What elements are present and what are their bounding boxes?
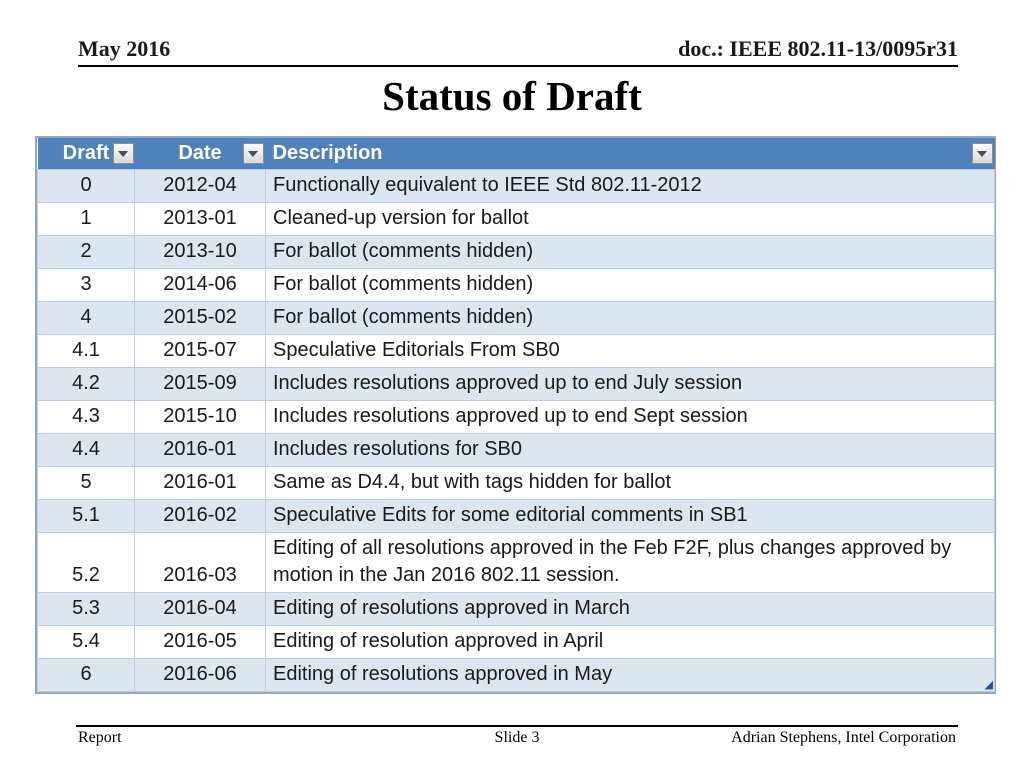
table-row: 4.2 2015-09 Includes resolutions approve… bbox=[37, 367, 995, 401]
cell-description: Same as D4.4, but with tags hidden for b… bbox=[265, 466, 995, 500]
cell-draft: 4.2 bbox=[37, 367, 135, 401]
cell-description: Includes resolutions for SB0 bbox=[265, 433, 995, 467]
cell-date: 2016-01 bbox=[134, 433, 266, 467]
cell-date: 2015-02 bbox=[134, 301, 266, 335]
cell-description: For ballot (comments hidden) bbox=[265, 301, 995, 335]
table-row: 6 2016-06 Editing of resolutions approve… bbox=[37, 658, 995, 692]
cell-description: Editing of resolution approved in April bbox=[265, 625, 995, 659]
filter-dropdown-icon bbox=[248, 150, 258, 157]
cell-draft: 5.3 bbox=[37, 592, 135, 626]
cell-description: Functionally equivalent to IEEE Std 802.… bbox=[265, 169, 995, 203]
cell-description: Includes resolutions approved up to end … bbox=[265, 400, 995, 434]
cell-draft: 2 bbox=[37, 235, 135, 269]
filter-dropdown-button-date[interactable] bbox=[242, 143, 264, 164]
column-header-draft: Draft bbox=[37, 138, 135, 170]
cell-draft: 3 bbox=[37, 268, 135, 302]
cell-date: 2016-05 bbox=[134, 625, 266, 659]
cell-draft: 5.1 bbox=[37, 499, 135, 533]
table-row: 4.1 2015-07 Speculative Editorials From … bbox=[37, 334, 995, 368]
cell-date: 2013-10 bbox=[134, 235, 266, 269]
cell-date: 2014-06 bbox=[134, 268, 266, 302]
cell-date: 2015-10 bbox=[134, 400, 266, 434]
table: Draft Date Description bbox=[37, 138, 995, 692]
draft-status-table: Draft Date Description bbox=[35, 136, 996, 694]
footer-slide-number: Slide 3 bbox=[494, 729, 540, 746]
table-row: 1 2013-01 Cleaned-up version for ballot bbox=[37, 202, 995, 236]
page-title: Status of Draft bbox=[382, 73, 642, 119]
cell-date: 2016-03 bbox=[134, 532, 266, 593]
filter-dropdown-button-draft[interactable] bbox=[112, 143, 134, 164]
column-header-date-label: Date bbox=[178, 142, 222, 164]
page-footer: Report Slide 3 Adrian Stephens, Intel Co… bbox=[78, 729, 956, 747]
cell-date: 2015-09 bbox=[134, 367, 266, 401]
table-row: 0 2012-04 Functionally equivalent to IEE… bbox=[37, 169, 995, 203]
cell-date: 2016-02 bbox=[134, 499, 266, 533]
cell-description: Speculative Edits for some editorial com… bbox=[265, 499, 995, 533]
table-row: 5.4 2016-05 Editing of resolution approv… bbox=[37, 625, 995, 659]
filter-dropdown-button-description[interactable] bbox=[971, 143, 993, 164]
cell-date: 2016-04 bbox=[134, 592, 266, 626]
cell-description: For ballot (comments hidden) bbox=[265, 235, 995, 269]
cell-description: Cleaned-up version for ballot bbox=[265, 202, 995, 236]
header-doc-number: doc.: IEEE 802.11-13/0095r31 bbox=[678, 36, 958, 61]
column-header-draft-label: Draft bbox=[62, 142, 110, 164]
filter-dropdown-icon bbox=[118, 150, 128, 157]
cell-draft: 4 bbox=[37, 301, 135, 335]
page-header: May 2016 doc.: IEEE 802.11-13/0095r31 bbox=[78, 36, 958, 67]
table-row: 5.1 2016-02 Speculative Edits for some e… bbox=[37, 499, 995, 533]
table-body: 0 2012-04 Functionally equivalent to IEE… bbox=[37, 169, 995, 692]
table-row: 2 2013-10 For ballot (comments hidden) bbox=[37, 235, 995, 269]
cell-description: Includes resolutions approved up to end … bbox=[265, 367, 995, 401]
cell-description: Editing of resolutions approved in March bbox=[265, 592, 995, 626]
column-header-description-label: Description bbox=[272, 142, 383, 164]
table-row: 5.3 2016-04 Editing of resolutions appro… bbox=[37, 592, 995, 626]
cell-date: 2016-01 bbox=[134, 466, 266, 500]
table-row: 4.3 2015-10 Includes resolutions approve… bbox=[37, 400, 995, 434]
table-row: 3 2014-06 For ballot (comments hidden) bbox=[37, 268, 995, 302]
cell-date: 2013-01 bbox=[134, 202, 266, 236]
cell-description: Editing of resolutions approved in May bbox=[265, 658, 995, 692]
cell-date: 2015-07 bbox=[134, 334, 266, 368]
table-row: 4.4 2016-01 Includes resolutions for SB0 bbox=[37, 433, 995, 467]
cell-draft: 6 bbox=[37, 658, 135, 692]
cell-draft: 5 bbox=[37, 466, 135, 500]
cell-draft: 4.4 bbox=[37, 433, 135, 467]
cell-date: 2012-04 bbox=[134, 169, 266, 203]
footer-report: Report bbox=[78, 729, 122, 746]
column-header-description: Description bbox=[265, 138, 995, 170]
cell-draft: 4.3 bbox=[37, 400, 135, 434]
cell-description: Speculative Editorials From SB0 bbox=[265, 334, 995, 368]
cell-date: 2016-06 bbox=[134, 658, 266, 692]
column-header-date: Date bbox=[134, 138, 266, 170]
cell-description: For ballot (comments hidden) bbox=[265, 268, 995, 302]
footer-author: Adrian Stephens, Intel Corporation bbox=[731, 729, 956, 746]
cell-draft: 1 bbox=[37, 202, 135, 236]
resize-handle-icon[interactable]: ◢ bbox=[984, 679, 993, 691]
table-header-row: Draft Date Description bbox=[37, 138, 995, 170]
footer-divider bbox=[76, 725, 958, 727]
filter-dropdown-icon bbox=[977, 150, 987, 157]
cell-draft: 4.1 bbox=[37, 334, 135, 368]
header-date: May 2016 bbox=[78, 36, 171, 61]
cell-draft: 0 bbox=[37, 169, 135, 203]
table-row: 4 2015-02 For ballot (comments hidden) bbox=[37, 301, 995, 335]
cell-draft: 5.2 bbox=[37, 532, 135, 593]
table-row: 5.2 2016-03 Editing of all resolutions a… bbox=[37, 532, 995, 593]
cell-draft: 5.4 bbox=[37, 625, 135, 659]
table-row: 5 2016-01 Same as D4.4, but with tags hi… bbox=[37, 466, 995, 500]
cell-description: Editing of all resolutions approved in t… bbox=[265, 532, 995, 593]
